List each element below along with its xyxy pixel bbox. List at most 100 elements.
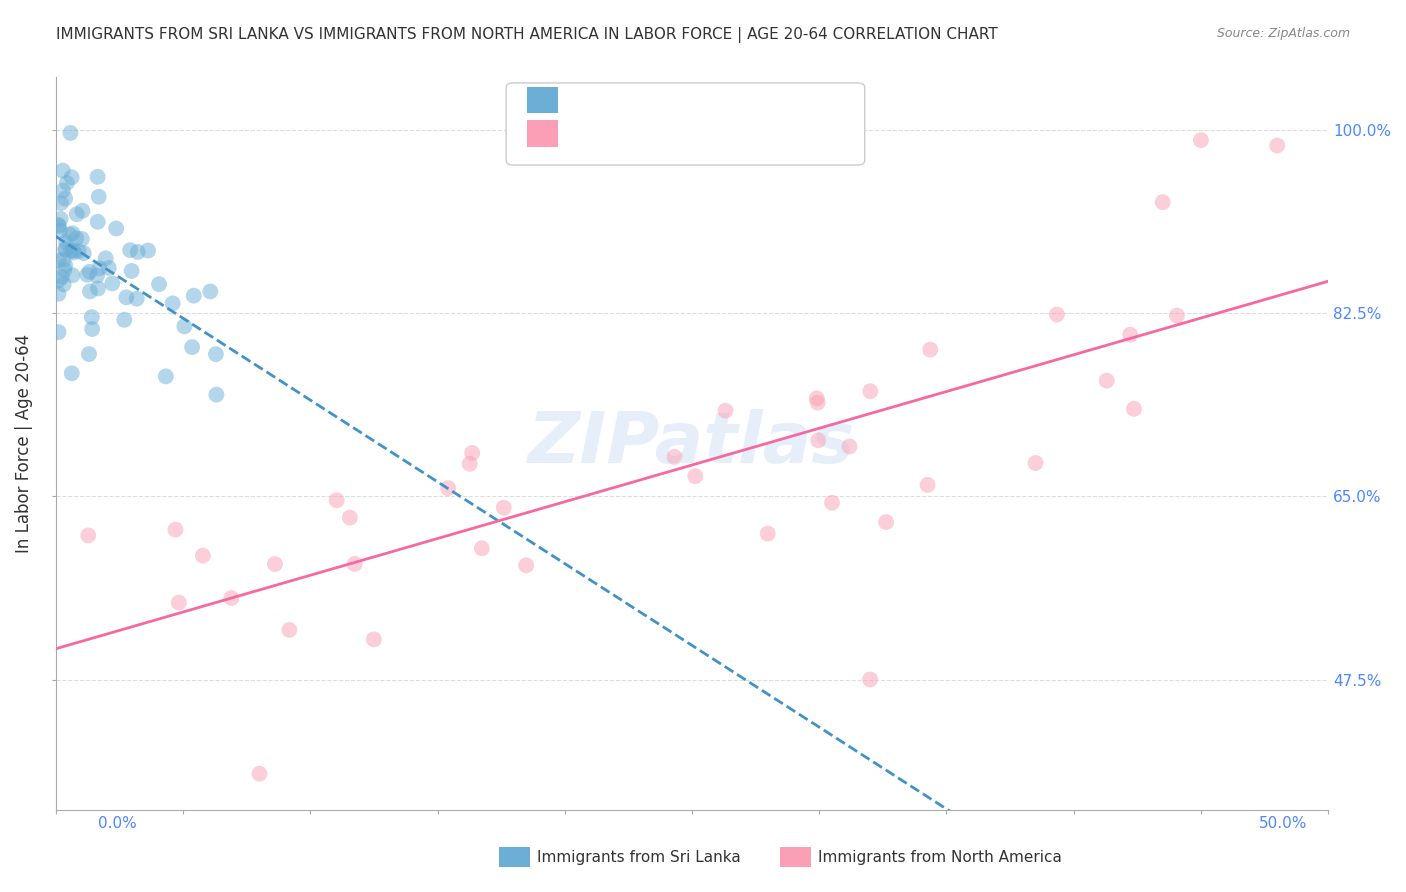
Point: [148, 277, 170, 292]
Point: [363, 632, 385, 647]
Point: [62, 268, 84, 283]
Text: Immigrants from Sri Lanka: Immigrants from Sri Lanka: [537, 850, 741, 864]
Point: [86, 169, 108, 184]
Point: [1265, 138, 1288, 153]
Point: [183, 288, 205, 302]
Point: [264, 557, 287, 571]
Point: [756, 526, 779, 541]
Point: [77, 347, 100, 361]
Point: [339, 510, 361, 524]
Point: [205, 387, 228, 401]
Point: [62, 244, 84, 258]
Point: [55, 243, 77, 257]
Point: [48, 273, 70, 287]
Point: [859, 673, 882, 687]
Point: [1123, 401, 1146, 416]
Point: [278, 623, 301, 637]
Point: [49, 211, 72, 226]
Point: [249, 766, 271, 780]
Point: [173, 319, 195, 334]
Text: 50.0%: 50.0%: [1260, 816, 1308, 831]
Point: [48, 325, 70, 339]
Text: R =: R =: [567, 93, 600, 107]
Text: ZIPatlas: ZIPatlas: [529, 409, 856, 478]
Text: -0.131: -0.131: [595, 93, 650, 107]
Point: [48, 219, 70, 234]
Point: [685, 469, 707, 483]
Point: [221, 591, 243, 605]
Point: [53, 262, 76, 277]
Point: [59, 227, 82, 242]
Point: [458, 457, 481, 471]
Point: [1152, 195, 1174, 210]
Point: [48, 218, 70, 232]
Point: [838, 439, 860, 453]
Point: [53, 242, 76, 256]
Point: [62, 227, 84, 241]
Text: 0.0%: 0.0%: [98, 816, 138, 831]
Point: [461, 446, 484, 460]
Point: [1119, 327, 1142, 342]
Point: [53, 259, 76, 273]
Point: [806, 392, 828, 406]
Point: [86, 268, 108, 283]
Point: [167, 596, 190, 610]
Point: [1189, 133, 1212, 147]
Point: [136, 244, 159, 258]
Point: [205, 347, 228, 361]
Point: [875, 515, 897, 529]
Y-axis label: In Labor Force | Age 20-64: In Labor Force | Age 20-64: [15, 334, 32, 553]
Point: [49, 224, 72, 238]
Point: [94, 252, 117, 266]
Point: [120, 243, 142, 257]
Point: [59, 126, 82, 140]
Point: [82, 322, 104, 336]
Point: [181, 340, 204, 354]
Point: [66, 207, 89, 221]
Point: [97, 260, 120, 275]
Point: [87, 281, 110, 295]
Point: [73, 246, 96, 260]
Point: [52, 163, 75, 178]
Text: 41: 41: [679, 127, 700, 141]
Point: [52, 252, 75, 267]
Point: [162, 296, 184, 310]
Point: [77, 528, 100, 542]
Point: [1166, 309, 1188, 323]
Text: 0.317: 0.317: [595, 127, 643, 141]
Point: [48, 286, 70, 301]
Point: [155, 369, 177, 384]
Text: 68: 68: [679, 93, 700, 107]
Point: [79, 265, 101, 279]
Point: [515, 558, 537, 573]
Point: [1046, 308, 1069, 322]
Point: [89, 261, 111, 276]
Point: [920, 343, 942, 357]
Point: [55, 235, 77, 249]
Point: [437, 481, 460, 495]
Point: [76, 268, 98, 282]
Point: [52, 184, 75, 198]
Point: [60, 366, 83, 380]
Point: [821, 496, 844, 510]
Point: [65, 231, 87, 245]
Point: [807, 395, 830, 409]
Point: [200, 285, 222, 299]
Point: [325, 493, 347, 508]
Point: [714, 403, 737, 417]
Point: [80, 310, 103, 325]
Point: [72, 203, 94, 218]
Text: IMMIGRANTS FROM SRI LANKA VS IMMIGRANTS FROM NORTH AMERICA IN LABOR FORCE | AGE : IMMIGRANTS FROM SRI LANKA VS IMMIGRANTS …: [56, 27, 998, 43]
Point: [664, 450, 686, 464]
Point: [115, 290, 138, 304]
Point: [67, 244, 90, 259]
Point: [121, 264, 143, 278]
Point: [112, 312, 135, 326]
Point: [49, 196, 72, 211]
Text: R =: R =: [567, 127, 600, 141]
Point: [492, 500, 515, 515]
Point: [165, 523, 187, 537]
Point: [859, 384, 882, 399]
Point: [60, 244, 83, 258]
Point: [51, 269, 73, 284]
